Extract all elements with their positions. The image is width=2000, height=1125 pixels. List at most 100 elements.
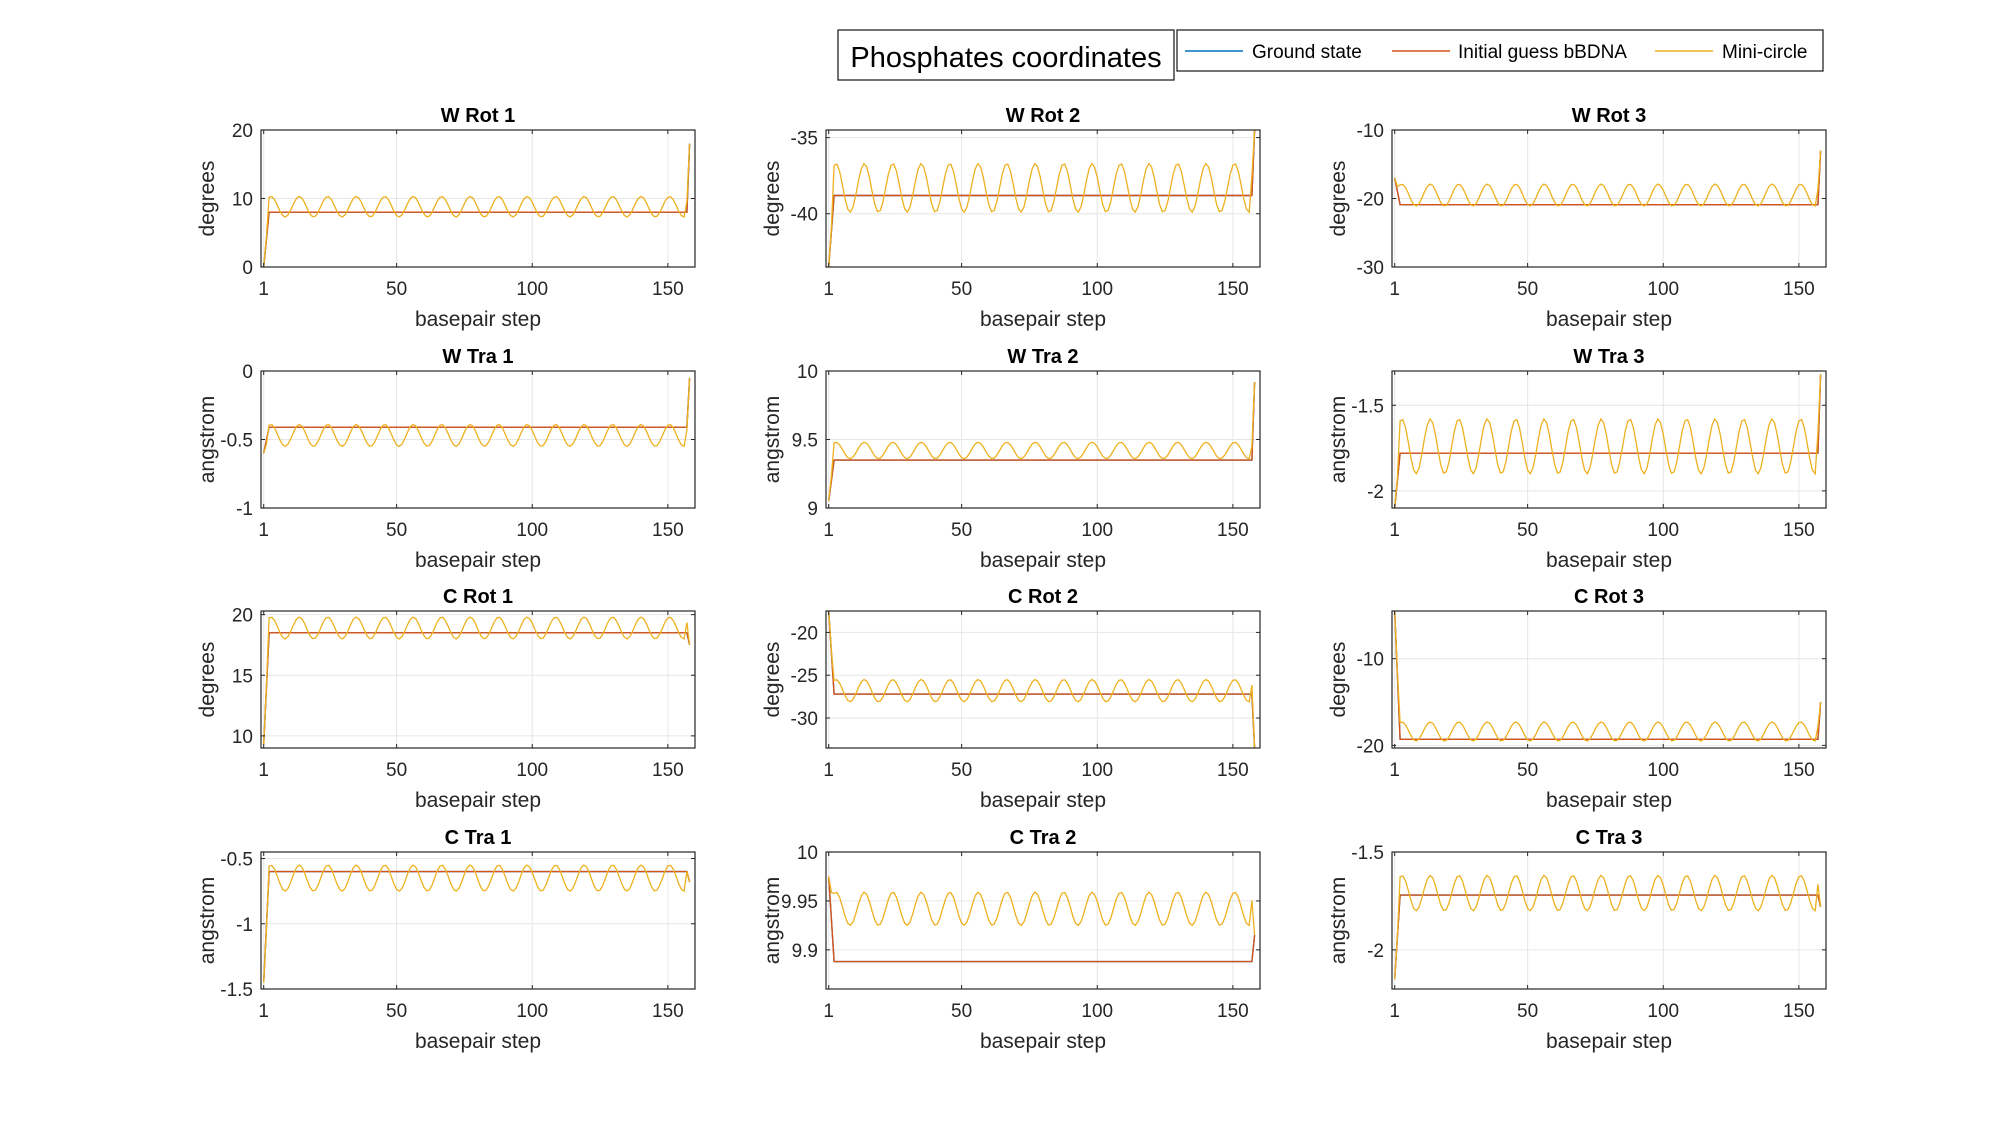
y-tick-label: 9.95	[781, 892, 818, 913]
x-tick-label: 1	[1389, 279, 1400, 300]
y-axis-label: angstrom	[761, 396, 784, 484]
x-tick-label: 1	[823, 279, 834, 300]
series-line-initial-guess-bbdna	[263, 377, 691, 454]
x-tick-label: 50	[1517, 520, 1538, 541]
y-tick-label: 10	[797, 843, 818, 864]
y-tick-label: -40	[791, 205, 818, 226]
x-tick-label: 100	[516, 520, 548, 541]
y-tick-label: -0.5	[220, 431, 253, 452]
axes-box	[825, 610, 1261, 749]
series-line-mini-circle	[828, 381, 1256, 502]
plot-area	[826, 852, 1260, 989]
y-tick-label: 9.9	[792, 941, 818, 962]
x-axis-label: basepair step	[980, 1030, 1106, 1053]
x-tick-label: 1	[1389, 1001, 1400, 1022]
y-tick-label: 15	[232, 666, 253, 687]
y-tick-label: 9.5	[792, 431, 818, 452]
series-line-mini-circle	[828, 876, 1256, 936]
y-axis-label: angstrom	[1327, 877, 1350, 965]
y-tick-label: -2	[1367, 941, 1384, 962]
y-tick-label: 10	[232, 190, 253, 211]
x-tick-label: 50	[386, 279, 407, 300]
x-tick-label: 50	[951, 760, 972, 781]
subplot-title: W Rot 3	[1572, 105, 1646, 127]
plot-area	[826, 611, 1260, 748]
x-axis-label: basepair step	[980, 308, 1106, 331]
y-tick-label: -1.5	[220, 980, 253, 1001]
x-axis-label: basepair step	[415, 1030, 541, 1053]
series-line-initial-guess-bbdna	[1394, 150, 1822, 206]
y-tick-label: -2	[1367, 482, 1384, 503]
axes-box	[1391, 610, 1827, 749]
series-line-mini-circle	[263, 616, 691, 745]
subplot-title: C Tra 3	[1576, 827, 1643, 849]
series-line-initial-guess-bbdna	[263, 870, 691, 983]
series-line-initial-guess-bbdna	[263, 143, 691, 268]
series-line-mini-circle	[263, 143, 691, 268]
x-tick-label: 150	[1217, 1001, 1249, 1022]
subplot-title: W Rot 1	[441, 105, 515, 127]
y-tick-label: -10	[1357, 121, 1384, 142]
series-line-initial-guess-bbdna	[1394, 374, 1822, 509]
y-tick-label: -20	[791, 623, 818, 644]
figure-title-box: Phosphates coordinates	[837, 29, 1175, 81]
x-tick-label: 150	[1217, 520, 1249, 541]
axes-box	[825, 129, 1261, 268]
x-axis-label: basepair step	[1546, 549, 1672, 572]
plot-area	[261, 611, 695, 748]
x-tick-label: 100	[1081, 760, 1113, 781]
legend-entry-mini-circle: Mini-circle	[1655, 42, 1808, 63]
x-axis-label: basepair step	[415, 308, 541, 331]
subplot-title: W Tra 3	[1573, 346, 1644, 368]
x-tick-label: 50	[1517, 760, 1538, 781]
series-line-initial-guess-bbdna	[828, 610, 1256, 749]
y-tick-label: -30	[791, 709, 818, 730]
figure-title: Phosphates coordinates	[850, 42, 1161, 74]
series-line-mini-circle	[263, 377, 691, 454]
series-line-initial-guess-bbdna	[828, 381, 1256, 502]
x-tick-label: 150	[1217, 760, 1249, 781]
x-tick-label: 1	[823, 1001, 834, 1022]
x-tick-label: 1	[1389, 760, 1400, 781]
y-axis-label: degrees	[1327, 642, 1350, 718]
x-axis-label: basepair step	[980, 549, 1106, 572]
x-tick-label: 150	[652, 520, 684, 541]
y-axis-label: degrees	[196, 642, 219, 718]
x-tick-label: 1	[823, 760, 834, 781]
x-tick-label: 100	[1081, 520, 1113, 541]
series-line-mini-circle	[1394, 150, 1822, 207]
series-line-mini-circle	[828, 129, 1256, 268]
x-axis-label: basepair step	[1546, 789, 1672, 812]
x-tick-label: 1	[258, 760, 269, 781]
y-tick-label: -30	[1357, 258, 1384, 279]
y-tick-label: -0.5	[220, 850, 253, 871]
series-line-mini-circle	[1394, 610, 1822, 742]
subplot-title: W Tra 2	[1007, 346, 1078, 368]
series-line-initial-guess-bbdna	[1394, 894, 1822, 980]
axes-box	[260, 610, 696, 749]
y-axis-label: angstrom	[761, 877, 784, 965]
y-tick-label: 10	[232, 727, 253, 748]
y-axis-label: degrees	[761, 161, 784, 237]
x-tick-label: 1	[258, 279, 269, 300]
x-tick-label: 150	[1783, 520, 1815, 541]
series-line-mini-circle	[1394, 874, 1822, 980]
y-tick-label: -1	[236, 499, 253, 520]
y-tick-label: 0	[242, 258, 253, 279]
subplot-title: C Tra 2	[1010, 827, 1077, 849]
x-tick-label: 1	[1389, 520, 1400, 541]
x-tick-label: 50	[1517, 1001, 1538, 1022]
x-tick-label: 150	[652, 760, 684, 781]
y-tick-label: 0	[242, 362, 253, 383]
x-tick-label: 100	[516, 760, 548, 781]
series-line-initial-guess-bbdna	[828, 876, 1256, 963]
series-line-initial-guess-bbdna	[828, 129, 1256, 268]
